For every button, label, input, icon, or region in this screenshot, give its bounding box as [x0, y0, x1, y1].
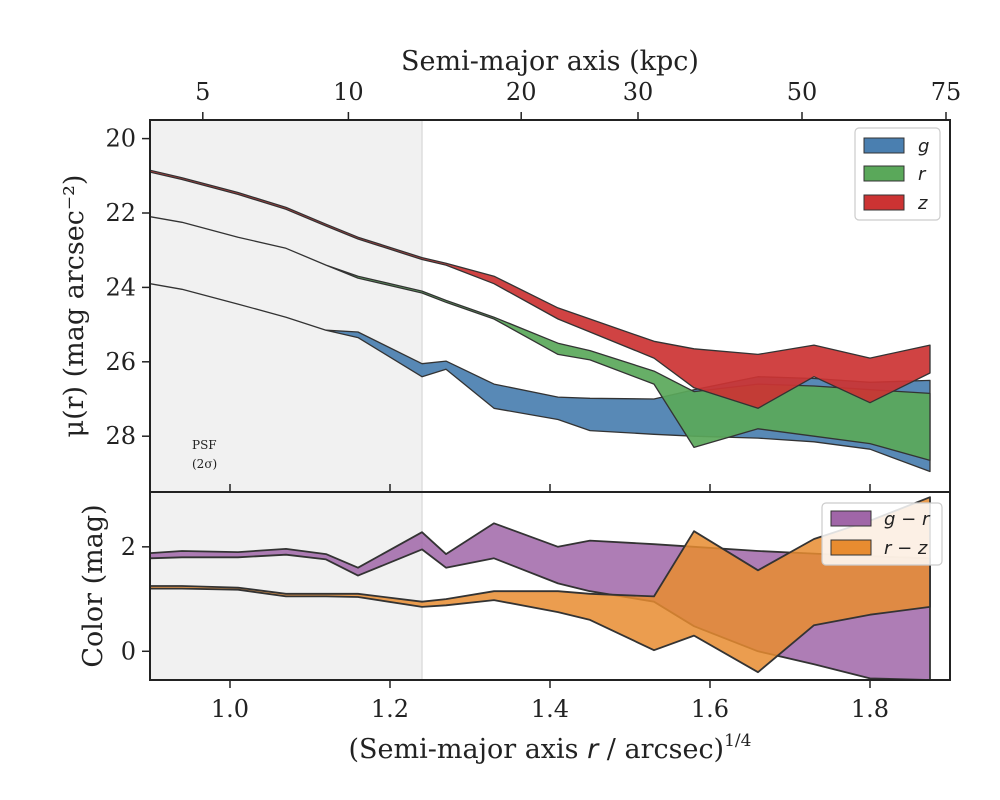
legend-swatch-g-r: [830, 510, 872, 527]
x-title-main: (Semi-major axis: [349, 734, 588, 765]
top-legend: g r z: [854, 127, 941, 221]
psf-label-line2: (2σ): [192, 457, 217, 471]
top-y-axis-title: μ(r) (mag arcsec⁻²): [59, 175, 90, 438]
color-x-tick-label: 1.4: [531, 695, 569, 723]
band-z: [150, 169, 931, 409]
top-x-axis-title: Semi-major axis (kpc): [401, 46, 699, 77]
x-title-rest: / arcsec): [598, 734, 724, 765]
top-bands: [150, 169, 931, 473]
color-y-ticks: 02: [121, 533, 150, 665]
bottom-y-axis-title: Color (mag): [78, 504, 109, 667]
bottom-x-axis-title: (Semi-major axis r / arcsec)1/4: [349, 731, 752, 765]
color-x-tick-label: 1.8: [851, 695, 889, 723]
legend-swatch-r-z: [830, 539, 872, 556]
color-legend: g − r r − z: [821, 502, 943, 566]
kpc-tick-label: 5: [195, 78, 210, 106]
legend-label-z: z: [917, 193, 928, 214]
top-y-ticks: 20 22 24 26 28: [105, 125, 150, 450]
top-y-tick-label: 22: [105, 199, 136, 227]
top-kpc-ticks: 5 10 20 30 50 75: [195, 78, 961, 120]
top-bottom-ticks: [229, 484, 871, 492]
color-bands: [150, 496, 931, 680]
kpc-tick-label: 50: [787, 78, 818, 106]
legend-swatch-r: [863, 165, 905, 182]
legend-label-r-z: r − z: [884, 538, 928, 559]
surface-brightness-panel: 20 22 24 26 28 5 10 20 30 50 75 PSF (2σ) g r z Se…: [59, 46, 961, 493]
kpc-tick-label: 20: [506, 78, 537, 106]
bottom-panel-frame: [149, 491, 951, 681]
color-x-tick-label: 1.2: [371, 695, 409, 723]
legend-swatch-z: [863, 194, 905, 211]
legend-label-r: r: [918, 164, 927, 185]
color-x-ticks: 1.0 1.2 1.4 1.6 1.8: [211, 680, 889, 723]
color-x-tick-label: 1.6: [691, 695, 729, 723]
color-y-tick-label: 2: [121, 533, 136, 561]
color-y-tick-label: 0: [121, 637, 136, 665]
top-y-tick-label: 28: [105, 422, 136, 450]
psf-label-line1: PSF: [192, 438, 217, 452]
psf-shaded-region: [150, 120, 422, 492]
top-y-tick-label: 26: [105, 348, 136, 376]
legend-label-g-r: g − r: [884, 509, 931, 530]
kpc-tick-label: 75: [931, 78, 962, 106]
kpc-tick-label: 10: [333, 78, 364, 106]
kpc-tick-label: 30: [623, 78, 654, 106]
top-y-tick-label: 20: [105, 125, 136, 153]
x-title-exponent: 1/4: [724, 731, 751, 751]
x-title-variable: r: [587, 734, 600, 765]
legend-label-g: g: [918, 136, 929, 157]
band-r-minus-z: [150, 496, 931, 674]
color-panel: 02 1.0 1.2 1.4 1.6 1.8 g − r r − z Color (ma…: [78, 491, 951, 765]
top-y-tick-label: 24: [105, 273, 136, 301]
legend-swatch-g: [863, 137, 905, 154]
color-x-tick-label: 1.0: [211, 695, 249, 723]
